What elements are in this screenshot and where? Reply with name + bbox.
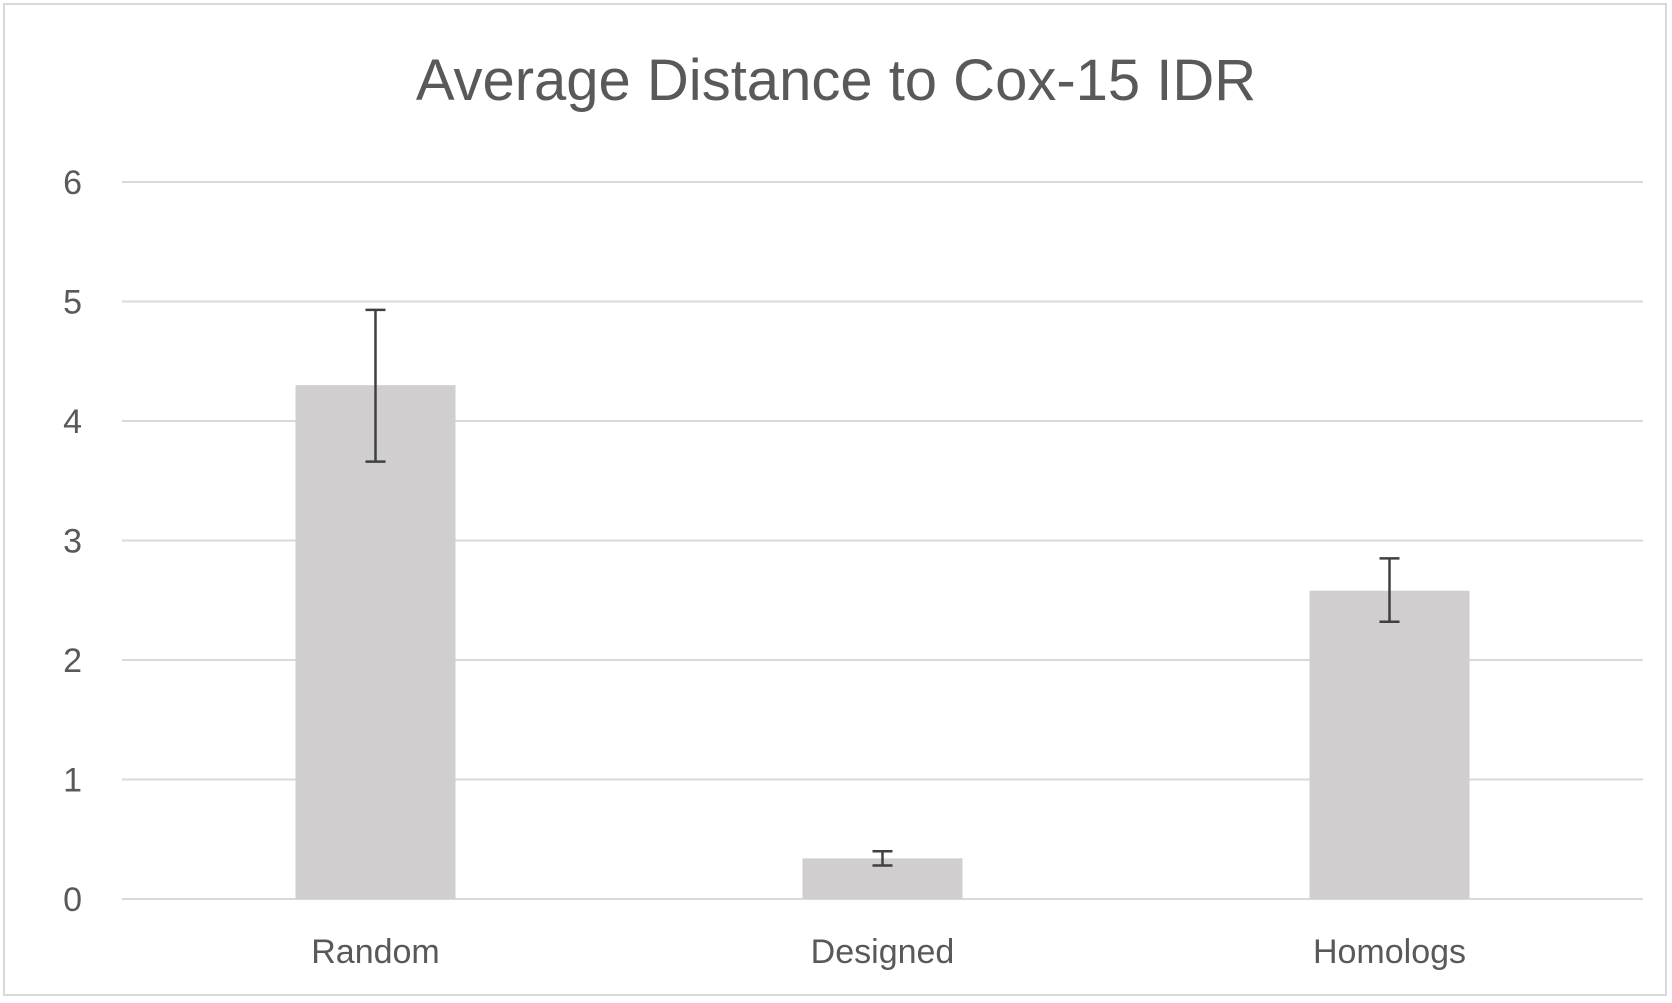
y-tick-label: 6 bbox=[63, 164, 82, 202]
x-category-label: Random bbox=[311, 933, 440, 971]
y-tick-label: 1 bbox=[63, 762, 82, 800]
x-category-label: Designed bbox=[811, 933, 955, 971]
chart-title: Average Distance to Cox-15 IDR bbox=[416, 48, 1256, 113]
x-category-label: Homologs bbox=[1313, 933, 1466, 971]
y-tick-label: 2 bbox=[63, 642, 82, 680]
bar-homologs bbox=[1309, 590, 1470, 899]
bar-random bbox=[295, 385, 456, 899]
error-bar-homologs bbox=[1379, 557, 1400, 624]
y-tick-label: 4 bbox=[63, 403, 82, 441]
y-tick-label: 0 bbox=[63, 881, 82, 919]
bars bbox=[295, 385, 1470, 899]
y-tick-label: 3 bbox=[63, 523, 82, 561]
error-bar-designed bbox=[872, 849, 893, 867]
error-bars bbox=[365, 308, 1400, 867]
y-axis-ticks: 0 1 2 3 4 5 6 bbox=[63, 164, 82, 919]
y-tick-label: 5 bbox=[63, 284, 82, 322]
x-axis-categories: Random Designed Homologs bbox=[311, 933, 1466, 971]
error-bar-random bbox=[365, 308, 386, 463]
